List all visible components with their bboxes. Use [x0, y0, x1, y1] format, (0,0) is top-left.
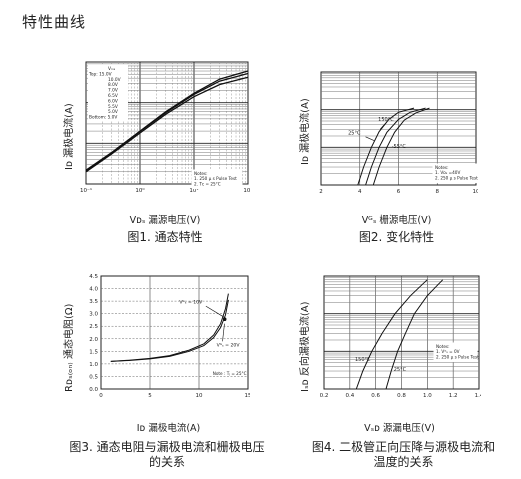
y-tick-label: 0.5 [89, 374, 98, 380]
legend-entry: 10.0V [108, 77, 121, 83]
annotation-arrow [205, 305, 225, 318]
annotation-arrow [222, 323, 225, 342]
y-tick-label: 2.5 [89, 324, 98, 330]
x-tick-label: 10 [196, 393, 203, 399]
x-tick-label: 15 [245, 393, 251, 399]
annotation-minus55c: -55°C [392, 144, 407, 150]
x-tick-label: 10⁰ [135, 187, 145, 194]
legend-entry: Top: 15.0V [88, 71, 112, 77]
x-tick-label: 0 [99, 393, 103, 399]
annotation-arrow [365, 136, 375, 141]
x-tick-label: 6 [397, 189, 401, 195]
x-tick-label: 0.8 [397, 393, 406, 399]
series-line-2 [110, 299, 229, 362]
chart-1-onstate: 10⁻¹10⁰10¹10²VₘₛTop: 15.0V10.0V8.0V7.0V6… [80, 61, 250, 194]
x-tick-label: 1.2 [449, 393, 458, 399]
legend-box [88, 65, 128, 121]
notes-box [191, 169, 243, 190]
chart-4-caption: 图4. 二极管正向压降与源极电流和温度的关系 [311, 440, 496, 469]
legend-entry: 5.5V [108, 104, 118, 110]
series-line-3 [372, 107, 430, 186]
y-tick-label: 4.5 [89, 274, 98, 280]
x-tick-label: 10² [243, 187, 250, 194]
x-tick-label: 10⁻¹ [80, 187, 92, 194]
legend-entry: 7.0V [108, 88, 118, 94]
y-tick-label: 3.5 [89, 299, 98, 305]
series-line-2 [365, 107, 426, 186]
x-tick-label: 8 [436, 189, 440, 195]
x-tick-label: 1.4 [475, 393, 481, 399]
notes-box [433, 342, 478, 363]
x-tick-label: 10 [473, 189, 479, 195]
annotation-25c: 25°C [348, 130, 361, 136]
chart-3-xlabel: Iᴅ 漏极电流(A) [136, 423, 201, 434]
x-tick-label: 4 [358, 189, 362, 195]
series-line-1 [355, 279, 428, 390]
legend-entry: Vₘₛ [108, 66, 116, 72]
y-tick-label: 1.0 [89, 362, 98, 368]
x-tick-label: 5 [148, 393, 152, 399]
y-tick-label: 1.5 [89, 349, 98, 355]
y-tick-label: 4.0 [89, 287, 98, 293]
x-tick-label: 2 [319, 189, 323, 195]
notes-line: Note : Tⱼ = 25°C [213, 371, 247, 376]
chart-2-caption: 图2. 变化特性 [358, 230, 435, 244]
series-line-2 [385, 279, 444, 390]
chart-1-xlabel: Vᴅₛ 漏源电压(V) [129, 215, 201, 226]
annotation-150c: 150°C [355, 357, 371, 363]
annotation-150c: 150°C [378, 117, 394, 123]
notes-line: Notes: [436, 344, 450, 349]
y-tick-label: 3.0 [89, 312, 98, 318]
notes-line: 1. Vᴳₛ = 0V [436, 349, 460, 354]
x-tick-label: 0.2 [320, 393, 329, 399]
x-tick-label: 1.0 [423, 393, 432, 399]
series-line-3 [85, 76, 249, 173]
annotation-vgs10: Vᴳₛ = 10V [179, 300, 203, 306]
y-tick-label: 2.0 [89, 337, 98, 343]
notes-line: 1. 250 μ s Pulse Test [194, 176, 237, 181]
series-line-1 [357, 107, 415, 186]
series-line-2 [85, 72, 249, 172]
annotation-marker [222, 317, 227, 321]
chart-4-diode: 0.2 0.4 0.6 0.8 1.0 1.2 1.4 150°C 25°C Notes:1. V… [320, 275, 481, 399]
legend-entry: 5.0V [108, 109, 118, 115]
legend-entry: 6.0V [108, 98, 118, 104]
chart-1-caption: 图1. 通态特性 [127, 230, 203, 244]
notes-line: Notes: [435, 165, 449, 170]
legend-entry: 6.5V [108, 93, 118, 99]
chart-2-ylabel: Iᴅ 漏极电流(A) [300, 98, 311, 165]
chart-4-ylabel: Iₛᴅ 反向漏极电流(A) [300, 301, 311, 392]
chart-3-onresistance: 0 5 10 15 0.0 0.5 1.0 1.5 2.0 2.5 3.0 3.5 4.0 4.5 Vᴳₛ … [89, 274, 251, 399]
chart-3-ylabel: Rᴅₛ₍ₒₙ₎ 通态电阻(Ω) [64, 303, 75, 392]
legend-entry: Bottom: 5.0V [89, 115, 117, 121]
notes-line: 2. 250 μ s Pulse Test [435, 175, 478, 180]
notes-line: 1. Vᴅₛ =40V [435, 170, 460, 175]
chart-1-ylabel: Iᴅ 漏极电流(A) [64, 103, 75, 170]
annotation-vgs20: Vᴳₛ = 20V [217, 342, 241, 348]
x-tick-label: 10¹ [189, 187, 198, 194]
legend-entry: 8.0V [108, 82, 118, 88]
notes-line: 2. Tᴄ = 25°C [194, 181, 221, 186]
chart-4-xlabel: Vₛᴅ 源漏电压(V) [364, 423, 435, 434]
notes-box [432, 163, 477, 184]
annotation-25c: 25°C [394, 367, 407, 373]
chart-3-caption: 图3. 通态电阻与漏极电流和栅极电压的关系 [69, 440, 265, 469]
notes-line: Notes: [194, 171, 208, 176]
page-title: 特性曲线 [22, 13, 87, 31]
chart-2-transfer: 2 4 6 8 10 150°C 25°C -55°C Notes:1. Vᴅₛ =40V2. … [319, 71, 479, 195]
notes-line: 2. 250 μ s Pulse Test [436, 354, 479, 359]
annotation-arrow [379, 123, 386, 130]
x-tick-label: 0.4 [345, 393, 354, 399]
x-tick-label: 0.6 [371, 393, 380, 399]
y-tick-label: 0.0 [89, 387, 98, 393]
chart-2-xlabel: Vᴳₛ 栅源电压(V) [361, 215, 432, 226]
